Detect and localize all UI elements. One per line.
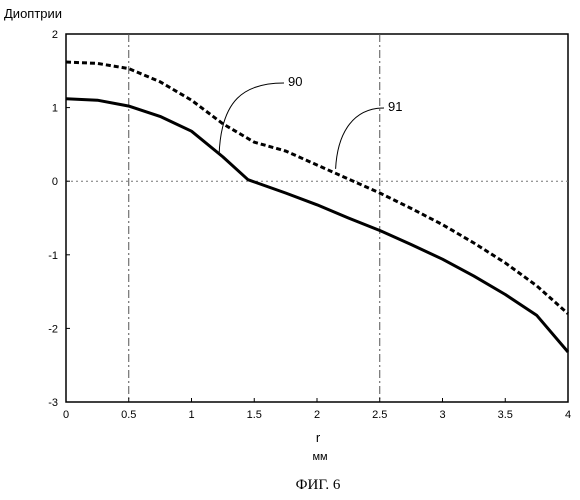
figure-caption: ФИГ. 6 xyxy=(296,477,341,493)
x-tick-label: 3 xyxy=(439,409,445,421)
x-tick-label: 0 xyxy=(63,409,69,421)
x-tick-label: 1.5 xyxy=(247,409,262,421)
x-tick-label: 3.5 xyxy=(498,409,513,421)
plot-frame xyxy=(66,34,568,402)
y-tick-label: -3 xyxy=(48,397,58,409)
y-tick-label: 1 xyxy=(52,103,58,115)
annotation-label-90: 90 xyxy=(288,74,302,89)
y-tick-label: -1 xyxy=(48,250,58,262)
x-tick-label: 2 xyxy=(314,409,320,421)
y-tick-label: -2 xyxy=(48,323,58,335)
y-tick-label: 0 xyxy=(52,176,58,188)
x-tick-label: 2.5 xyxy=(372,409,387,421)
x-axis-unit: мм xyxy=(312,451,327,463)
x-tick-label: 0.5 xyxy=(121,409,136,421)
y-tick-label: 2 xyxy=(52,29,58,41)
x-tick-label: 4 xyxy=(565,409,571,421)
x-axis-title: r xyxy=(316,430,321,445)
x-tick-label: 1 xyxy=(188,409,194,421)
annotation-label-91: 91 xyxy=(388,99,402,114)
y-axis-title: Диоптрии xyxy=(4,6,62,21)
